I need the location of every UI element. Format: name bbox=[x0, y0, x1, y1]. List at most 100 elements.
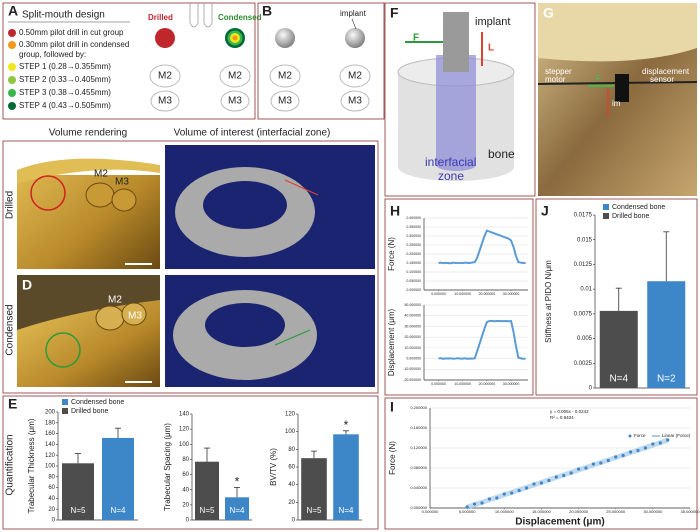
label: im bbox=[612, 99, 621, 108]
y-tick-label: 120 bbox=[45, 453, 56, 459]
y-tick-label: 80 bbox=[288, 447, 295, 453]
panel-frame bbox=[384, 2, 536, 197]
ring-hole bbox=[203, 181, 287, 229]
tooth-label: M3 bbox=[228, 96, 242, 107]
item: STEP 2 (0.33→0.405mm) bbox=[19, 75, 111, 84]
point bbox=[658, 441, 662, 445]
legend-swatch bbox=[603, 213, 609, 219]
y-tick-label: 0.000000 bbox=[410, 505, 427, 510]
y-tick-label: 0.0125 bbox=[574, 262, 593, 268]
panel-frame bbox=[257, 2, 385, 120]
bar bbox=[195, 461, 219, 520]
point bbox=[554, 475, 558, 479]
y-tick-label: 120 bbox=[285, 412, 296, 418]
legend-swatch bbox=[62, 399, 68, 405]
panel-letter: E bbox=[8, 396, 17, 412]
point bbox=[517, 488, 521, 493]
dot bbox=[8, 41, 16, 49]
point bbox=[651, 442, 655, 446]
y-tick-label: 40 bbox=[288, 482, 295, 488]
n-label: N=5 bbox=[200, 506, 215, 515]
legend-label: Linear (Force) bbox=[662, 433, 691, 438]
tooth-outline bbox=[189, 3, 213, 28]
panel-letter: J bbox=[541, 203, 549, 219]
y-tick-label: 20 bbox=[182, 502, 189, 508]
y-tick-label: 30.000000 bbox=[404, 324, 421, 328]
panel-frame bbox=[384, 198, 534, 396]
data-line bbox=[438, 229, 526, 265]
y-tick-label: 100 bbox=[179, 442, 190, 448]
label: interfacial bbox=[425, 155, 476, 169]
tooth-label: M2 bbox=[348, 71, 362, 82]
y-tick-label: 140 bbox=[179, 412, 190, 418]
significance: * bbox=[344, 418, 349, 432]
point bbox=[539, 481, 544, 485]
arrow bbox=[274, 329, 311, 346]
y-tick-label: 20 bbox=[288, 500, 295, 506]
y-axis-label: Force (N) bbox=[388, 441, 397, 475]
panel-letter: I bbox=[390, 399, 394, 415]
y-tick-label: 0.300000 bbox=[406, 234, 421, 238]
y-tick-label: 100 bbox=[285, 429, 296, 435]
point bbox=[628, 450, 633, 454]
x-tick-label: 10.000000 bbox=[454, 292, 471, 296]
label: Condensed bbox=[218, 13, 262, 22]
x-tick-label: 10.000000 bbox=[495, 509, 515, 514]
legend-label: Force bbox=[634, 433, 646, 438]
n-label: N=5 bbox=[307, 506, 322, 515]
y-tick-label: 0.0075 bbox=[574, 311, 593, 317]
x-tick-label: 35.000000 bbox=[681, 509, 700, 514]
point bbox=[666, 438, 670, 442]
point bbox=[569, 471, 573, 475]
interfacial-zone bbox=[436, 55, 476, 171]
point bbox=[606, 458, 610, 463]
panel-letter: B bbox=[262, 3, 272, 19]
x-tick-label: 20.000000 bbox=[479, 382, 496, 386]
item: STEP 3 (0.38→0.455mm) bbox=[19, 88, 111, 97]
point bbox=[524, 486, 529, 490]
implant bbox=[275, 28, 295, 48]
tooth bbox=[121, 302, 147, 326]
row-label: Drilled bbox=[5, 191, 16, 219]
label: sensor bbox=[650, 75, 674, 84]
point bbox=[576, 467, 581, 471]
y-tick-label: 80 bbox=[48, 474, 55, 480]
tooth-outline bbox=[149, 64, 181, 88]
tooth-label: M2 bbox=[108, 295, 122, 306]
y-tick-label: -10.000000 bbox=[403, 367, 421, 371]
point bbox=[562, 473, 566, 478]
implant bbox=[443, 12, 469, 72]
point bbox=[547, 478, 551, 483]
y-axis-label: Displacement (μm) bbox=[387, 309, 396, 377]
panel-a: A Split-mouth design 0.50mm pilot drill … bbox=[2, 2, 262, 120]
n-label: N=5 bbox=[71, 506, 86, 515]
tooth-outline bbox=[150, 90, 180, 112]
y-tick-label: 100 bbox=[45, 464, 56, 470]
y-tick-label: 0.000000 bbox=[406, 288, 421, 292]
tooth-label: M3 bbox=[278, 96, 292, 107]
point bbox=[614, 455, 618, 459]
photo-region bbox=[538, 3, 697, 62]
label: L bbox=[488, 43, 494, 54]
dot bbox=[8, 76, 16, 84]
legend-label: Drilled bone bbox=[71, 408, 108, 415]
panel-g: G stepper motor displacement sensor F im bbox=[537, 3, 698, 196]
y-axis-label: Trabecular Spacing (μm) bbox=[163, 423, 172, 511]
y-tick-label: 0.0175 bbox=[574, 213, 593, 219]
panel-cd: Volume rendering Volume of interest (int… bbox=[2, 128, 379, 394]
y-axis-label: BV/TV (%) bbox=[269, 448, 278, 486]
panel-frame bbox=[2, 140, 379, 394]
point bbox=[636, 448, 640, 453]
y-tick-label: 0.200000 bbox=[410, 405, 427, 410]
panel-frame bbox=[535, 198, 698, 396]
item: 0.50mm pilot drill in cut group bbox=[19, 28, 124, 37]
y-tick-label: 140 bbox=[45, 442, 56, 448]
legend-label: Condensed bone bbox=[612, 204, 665, 211]
tooth-label: M3 bbox=[128, 311, 142, 322]
point bbox=[510, 491, 514, 495]
row-label: Condensed bbox=[5, 304, 16, 355]
arrow bbox=[284, 179, 319, 196]
y-tick-label: 0.000000 bbox=[406, 356, 421, 360]
legend-swatch bbox=[603, 204, 609, 210]
